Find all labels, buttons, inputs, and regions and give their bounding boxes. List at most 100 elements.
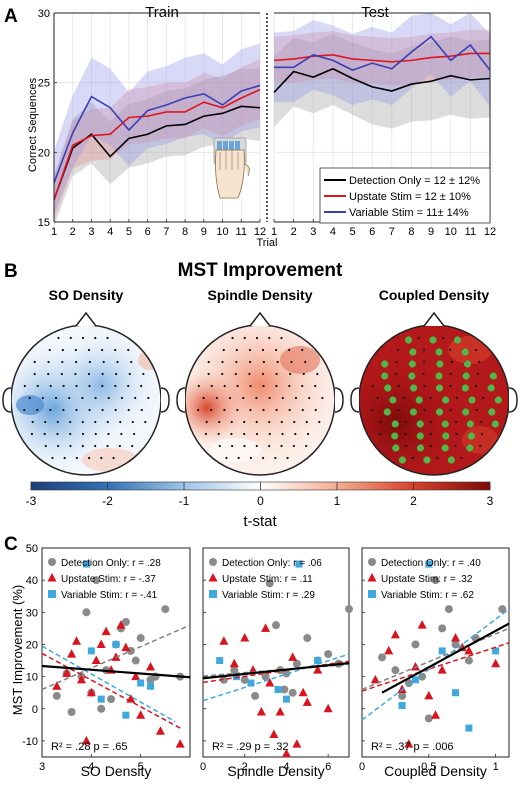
electrode-dot (63, 456, 66, 460)
spindle-legend-entry: Detection Only: r = .06 (222, 558, 322, 569)
coupled-legend-upstate-marker (367, 573, 377, 582)
significant-electrode (404, 336, 413, 344)
electrode-dot (81, 336, 85, 340)
spindle-point-detection (230, 666, 239, 675)
electrode-dot (81, 420, 84, 424)
spindle-legend-detection-marker (209, 558, 217, 566)
coupled-point-upstate (431, 710, 440, 719)
electrode-dot (30, 432, 34, 436)
coupled-point-detection (411, 640, 420, 649)
so-point-variable (122, 711, 130, 719)
significant-electrode (409, 348, 417, 356)
electrode-dot (449, 372, 452, 376)
so-point-detection (92, 576, 101, 585)
electrode-dot (56, 420, 59, 424)
b-title: MST Improvement (178, 260, 343, 281)
coupled-fit-detection (361, 627, 510, 691)
electrode-dot (275, 408, 278, 412)
electrode-dot (242, 396, 245, 400)
electrode-dot (47, 372, 50, 376)
so-point-upstate (121, 642, 131, 652)
electrode-dot (292, 444, 295, 448)
significant-electrode (416, 432, 424, 440)
electrode-dot (106, 336, 109, 340)
a-ylabel: Correct Sequences (27, 77, 39, 172)
electrode-dot (100, 456, 103, 460)
coupled-xlabel: Coupled Density (384, 763, 487, 779)
coupled-point-detection (398, 691, 407, 700)
a-ytick-label: 20 (38, 147, 50, 159)
spindle-point-variable (232, 673, 240, 681)
colorbar-tick-label: 0 (257, 494, 264, 508)
a-error-bands (54, 13, 490, 227)
topomap-coupled (350, 311, 518, 476)
electrode-dot (478, 360, 481, 364)
test-xtick-label: 11 (465, 226, 476, 238)
electrode-dot (230, 420, 233, 424)
so-fit-detection (41, 624, 191, 691)
electrode-dot (301, 348, 304, 352)
electrode-dot (88, 456, 91, 460)
electrode-dot (230, 432, 233, 436)
spindle-point-detection (240, 675, 249, 684)
electrode-dot (127, 384, 130, 388)
electrode-dot (318, 420, 321, 424)
electrode-dots-coupled (371, 336, 502, 464)
significant-electrode (423, 456, 431, 464)
electrode-dot (275, 372, 278, 376)
so-frame (41, 547, 191, 758)
electrode-dot (43, 432, 46, 436)
significant-electrode (467, 432, 475, 440)
so-fit-variable (41, 645, 176, 723)
electrode-dot (202, 396, 205, 400)
electrode-dot (31, 420, 34, 424)
electrode-dot (475, 384, 478, 388)
electrode-dot (479, 444, 482, 448)
significant-electrode (392, 444, 400, 452)
electrode-dot (88, 360, 91, 364)
a-legend: Detection Only = 12 ± 12% Upstate Stim =… (319, 167, 491, 224)
spindle-point-detection (282, 669, 291, 678)
spindle-legend-entry: Upstate Stim: r = .11 (222, 574, 313, 585)
electrode-dot (314, 384, 317, 388)
electrode-dot (397, 384, 400, 388)
electrode-dot (280, 336, 283, 340)
spindle-point-detection (219, 675, 228, 684)
train-band-upstate (54, 58, 260, 220)
colorbar-tick-label: -2 (102, 494, 113, 508)
electrode-dot (140, 384, 143, 388)
electrode-dot (248, 348, 252, 352)
electrode-dot (448, 348, 452, 352)
electrode-dot (237, 456, 240, 460)
so-point-upstate (52, 681, 62, 690)
so-fit-upstate (41, 652, 181, 729)
electrode-dot (106, 420, 109, 424)
hand-keyboard-illustration (213, 137, 250, 199)
electrode-dot (75, 360, 78, 364)
so-point-upstate (76, 674, 86, 684)
electrode-dot (131, 420, 134, 424)
so-point-detection (52, 691, 61, 700)
colorbar: -3 -2 -1 0 1 2 3 t-stat (26, 481, 494, 530)
significant-electrode (487, 384, 495, 392)
panel-label-b: B (4, 261, 18, 282)
electrode-dot (454, 444, 457, 448)
test-xtick-label: 8 (408, 226, 414, 238)
electrode-dot (81, 444, 84, 448)
electrode-dot (51, 456, 54, 460)
significant-electrode (466, 420, 474, 428)
significant-electrode (494, 396, 502, 404)
electrode-dot (114, 384, 117, 388)
significant-electrode (435, 372, 443, 380)
significant-electrode (441, 420, 449, 428)
so-legend-variable-marker (48, 590, 56, 598)
electrode-dot (204, 432, 208, 436)
train-xtick-label: 2 (70, 226, 76, 238)
electrode-dot (120, 432, 123, 436)
spindle-point-detection (324, 650, 333, 659)
electrode-dot (261, 372, 265, 376)
a-ytick-label: 15 (38, 217, 50, 229)
electrode-dot (248, 372, 251, 376)
